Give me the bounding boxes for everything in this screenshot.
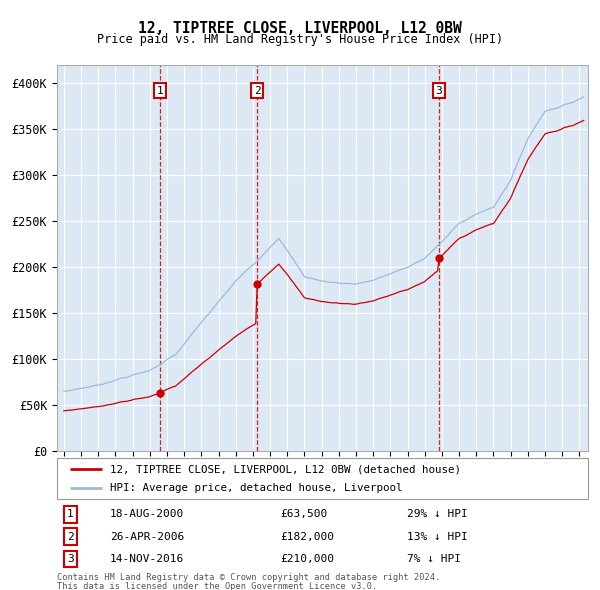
Text: 13% ↓ HPI: 13% ↓ HPI	[407, 532, 468, 542]
Text: 18-AUG-2000: 18-AUG-2000	[110, 509, 184, 519]
Text: This data is licensed under the Open Government Licence v3.0.: This data is licensed under the Open Gov…	[57, 582, 377, 590]
Text: Contains HM Land Registry data © Crown copyright and database right 2024.: Contains HM Land Registry data © Crown c…	[57, 573, 440, 582]
Text: HPI: Average price, detached house, Liverpool: HPI: Average price, detached house, Live…	[110, 483, 403, 493]
Text: 7% ↓ HPI: 7% ↓ HPI	[407, 554, 461, 564]
Text: 1: 1	[67, 509, 74, 519]
Text: 26-APR-2006: 26-APR-2006	[110, 532, 184, 542]
Text: £63,500: £63,500	[280, 509, 327, 519]
Text: 1: 1	[157, 86, 163, 96]
Text: Price paid vs. HM Land Registry's House Price Index (HPI): Price paid vs. HM Land Registry's House …	[97, 33, 503, 46]
Text: 29% ↓ HPI: 29% ↓ HPI	[407, 509, 468, 519]
Text: 2: 2	[254, 86, 260, 96]
FancyBboxPatch shape	[57, 458, 588, 499]
Text: 2: 2	[67, 532, 74, 542]
Text: £210,000: £210,000	[280, 554, 334, 564]
Text: 14-NOV-2016: 14-NOV-2016	[110, 554, 184, 564]
Text: 12, TIPTREE CLOSE, LIVERPOOL, L12 0BW: 12, TIPTREE CLOSE, LIVERPOOL, L12 0BW	[138, 21, 462, 35]
Text: 12, TIPTREE CLOSE, LIVERPOOL, L12 0BW (detached house): 12, TIPTREE CLOSE, LIVERPOOL, L12 0BW (d…	[110, 464, 461, 474]
Text: 3: 3	[436, 86, 442, 96]
Text: £182,000: £182,000	[280, 532, 334, 542]
Text: 3: 3	[67, 554, 74, 564]
